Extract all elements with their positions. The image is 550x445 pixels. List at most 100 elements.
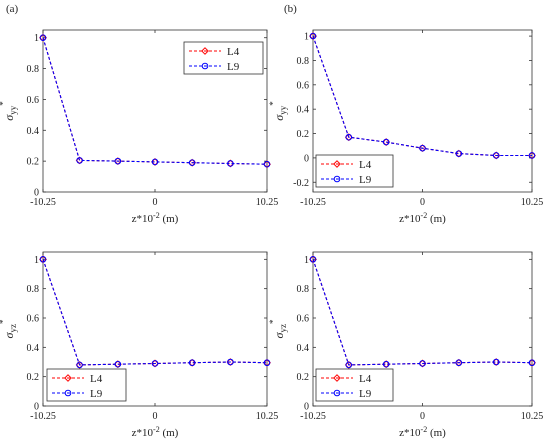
- y-tick-label: 0.8: [297, 56, 310, 67]
- x-tick-label: 0: [153, 411, 158, 422]
- y-tick-label: 0.8: [297, 284, 310, 295]
- series-L9: [39, 256, 271, 369]
- legend-label-L4: L4: [227, 46, 240, 58]
- chart-panel-4: 00.20.40.60.81-10.25 0 10.25z*10-2 (m)σyz*…: [268, 251, 544, 439]
- data-point-L9: [39, 256, 47, 263]
- y-tick-label: 0.6: [27, 95, 40, 106]
- y-tick-label: 0: [34, 188, 39, 199]
- data-point-L9: [263, 359, 271, 367]
- data-point-L9: [263, 160, 271, 168]
- y-tick-label: 0.8: [27, 64, 40, 75]
- y-tick-label: 1: [304, 32, 309, 43]
- series-L4: [309, 255, 536, 369]
- y-tick-label: 0: [34, 402, 39, 413]
- data-point-L9: [309, 256, 317, 263]
- legend-label-L9: L9: [227, 61, 240, 73]
- legend-marker-L9: [64, 389, 72, 397]
- panel-label: (b): [284, 3, 297, 15]
- data-point-L9: [76, 361, 83, 369]
- legend-marker-L4: [201, 47, 209, 55]
- legend-marker-L4: [333, 374, 341, 382]
- legend-label-L9: L9: [359, 388, 372, 400]
- data-point-L9: [382, 138, 390, 146]
- legend-marker-L4: [64, 374, 72, 382]
- y-tick-label: 0: [304, 153, 309, 164]
- data-point-L9: [309, 32, 317, 40]
- series-line-L9: [312, 259, 533, 366]
- data-point-L9: [188, 359, 196, 367]
- data-point-L9: [227, 358, 234, 366]
- legend-marker-L9: [333, 175, 341, 183]
- y-tick-label: 1: [34, 33, 39, 44]
- data-point-L9: [382, 360, 390, 368]
- data-point-L9: [188, 159, 196, 166]
- x-axis-label: z*10-2 (m): [132, 425, 179, 439]
- x-tick-label: -10.25: [300, 411, 326, 422]
- y-tick-label: 0: [304, 402, 309, 413]
- y-axis-label: σyz*: [268, 319, 288, 338]
- y-tick-label: 0.4: [27, 126, 40, 137]
- x-tick-label: 10.25: [256, 197, 279, 208]
- x-tick-label: -10.25: [30, 411, 56, 422]
- legend-label-L4: L4: [359, 373, 372, 385]
- legend-box: [46, 368, 127, 402]
- x-tick-label: 10.25: [256, 411, 279, 422]
- y-tick-label: 0.2: [297, 129, 310, 140]
- x-tick-label: 10.25: [521, 197, 544, 208]
- y-tick-label: 0.2: [27, 372, 40, 383]
- data-point-L9: [39, 34, 47, 42]
- data-point-L9: [419, 360, 426, 367]
- legend-box: [315, 154, 394, 188]
- data-point-L9: [151, 158, 159, 166]
- y-tick-label: 0.8: [27, 284, 40, 295]
- series-L9: [309, 32, 536, 159]
- data-point-L9: [492, 152, 500, 159]
- series-line-L4: [312, 259, 533, 366]
- y-tick-label: 0.4: [297, 105, 310, 116]
- data-point-L9: [151, 360, 159, 367]
- data-point-L9: [114, 157, 122, 165]
- legend-box: [183, 41, 264, 75]
- y-axis-label: σyy*: [268, 101, 288, 121]
- series-line-L4: [42, 259, 268, 366]
- legend-label-L9: L9: [359, 174, 372, 186]
- x-tick-label: 10.25: [521, 411, 544, 422]
- panel-label: (a): [6, 3, 19, 15]
- y-tick-label: 0.2: [27, 157, 40, 168]
- y-tick-label: 1: [34, 255, 39, 266]
- y-tick-label: 1: [304, 255, 309, 266]
- y-tick-label: 0.2: [297, 372, 310, 383]
- legend-marker-L4: [333, 160, 341, 168]
- x-tick-label: 0: [153, 197, 158, 208]
- y-tick-label: -0.2: [293, 178, 309, 189]
- data-point-L9: [76, 157, 83, 164]
- chart-panel-2: (b) -0.2 0 0.2 0.4 0.6 0.8 1 -10.25 0 10.25 z*10-2 …: [268, 3, 543, 225]
- data-point-L9: [455, 359, 463, 367]
- x-tick-label: 0: [420, 197, 425, 208]
- data-point-L9: [227, 160, 234, 167]
- y-tick-label: 0.4: [27, 343, 40, 354]
- data-point-L9: [419, 144, 426, 152]
- chart-panel-1: (a)00.20.40.60.81-10.25 0 10.25z*10-2 (m)σ…: [0, 3, 278, 225]
- data-point-L9: [455, 150, 463, 157]
- y-tick-label: 0.6: [27, 314, 40, 325]
- data-point-L9: [345, 361, 353, 369]
- x-tick-label: -10.25: [30, 197, 56, 208]
- series-line-L9: [312, 35, 532, 157]
- data-point-L9: [528, 152, 536, 159]
- y-axis-label: σyz*: [0, 319, 18, 338]
- x-tick-label: 0: [420, 411, 425, 422]
- x-tick-label: -10.25: [300, 197, 326, 208]
- series-L9: [39, 34, 271, 168]
- legend-box: [315, 368, 394, 402]
- legend-marker-L9: [333, 389, 341, 397]
- data-point-L9: [114, 360, 122, 368]
- series-L9: [309, 256, 536, 369]
- y-axis-label: σyy*: [0, 101, 18, 121]
